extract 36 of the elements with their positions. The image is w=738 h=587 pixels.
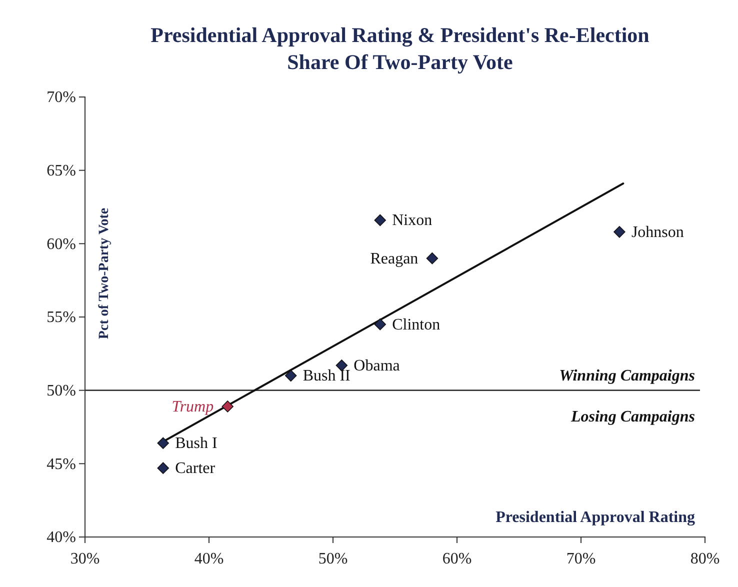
- series-label: Johnson: [631, 224, 684, 241]
- series-label: Reagan: [370, 250, 418, 268]
- series-label: Obama: [354, 357, 400, 374]
- y-tick-label: 45%: [46, 456, 76, 473]
- y-tick-label: 70%: [46, 89, 76, 106]
- point: [426, 252, 438, 264]
- series-label: Clinton: [392, 316, 440, 334]
- x-tick-label: 30%: [70, 550, 100, 568]
- y-axis-title: Pct of Two-Party Vote: [97, 208, 112, 340]
- point: [614, 226, 626, 238]
- point: [157, 437, 169, 450]
- series-label: Carter: [175, 460, 216, 478]
- point: [284, 370, 297, 382]
- y-tick-label: 60%: [46, 236, 76, 253]
- x-tick-label: 50%: [318, 550, 348, 568]
- y-tick-label: 50%: [46, 382, 76, 400]
- point: [374, 318, 386, 330]
- series-label: Bush I: [175, 435, 218, 452]
- point: [157, 462, 169, 474]
- x-tick-label: 80%: [690, 550, 720, 568]
- annotation: Winning Campaigns: [559, 367, 695, 384]
- x-tick-label: 60%: [442, 550, 472, 568]
- point: [374, 214, 386, 226]
- x-axis-title: Presidential Approval Rating: [496, 509, 695, 526]
- point: [336, 360, 348, 372]
- y-tick-label: 40%: [46, 529, 76, 546]
- chart-title: Presidential Approval Rating & President's Re-Election Share Of Two-Party Vote: [150, 23, 650, 74]
- series-label: Nixon: [392, 212, 432, 230]
- x-tick-label: 40%: [194, 550, 224, 568]
- series-label: Bush II: [302, 368, 350, 385]
- annotation: Losing Campaigns: [570, 408, 695, 426]
- point: [222, 400, 234, 412]
- series-label: Trump: [172, 398, 214, 416]
- y-tick-label: 65%: [46, 162, 76, 180]
- y-tick-label: 55%: [46, 309, 76, 326]
- x-tick-label: 70%: [566, 550, 596, 568]
